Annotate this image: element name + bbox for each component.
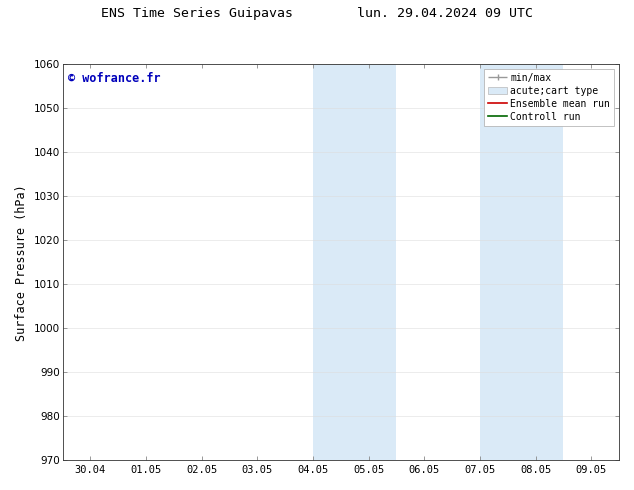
Bar	[508, 64, 564, 460]
Text: ENS Time Series Guipavas        lun. 29.04.2024 09 UTC: ENS Time Series Guipavas lun. 29.04.2024…	[101, 7, 533, 21]
Bar	[480, 64, 508, 460]
Y-axis label: Surface Pressure (hPa): Surface Pressure (hPa)	[15, 184, 28, 341]
Legend: min/max, acute;cart type, Ensemble mean run, Controll run: min/max, acute;cart type, Ensemble mean …	[484, 69, 614, 125]
Bar	[313, 64, 341, 460]
Text: © wofrance.fr: © wofrance.fr	[68, 72, 161, 85]
Bar	[341, 64, 396, 460]
